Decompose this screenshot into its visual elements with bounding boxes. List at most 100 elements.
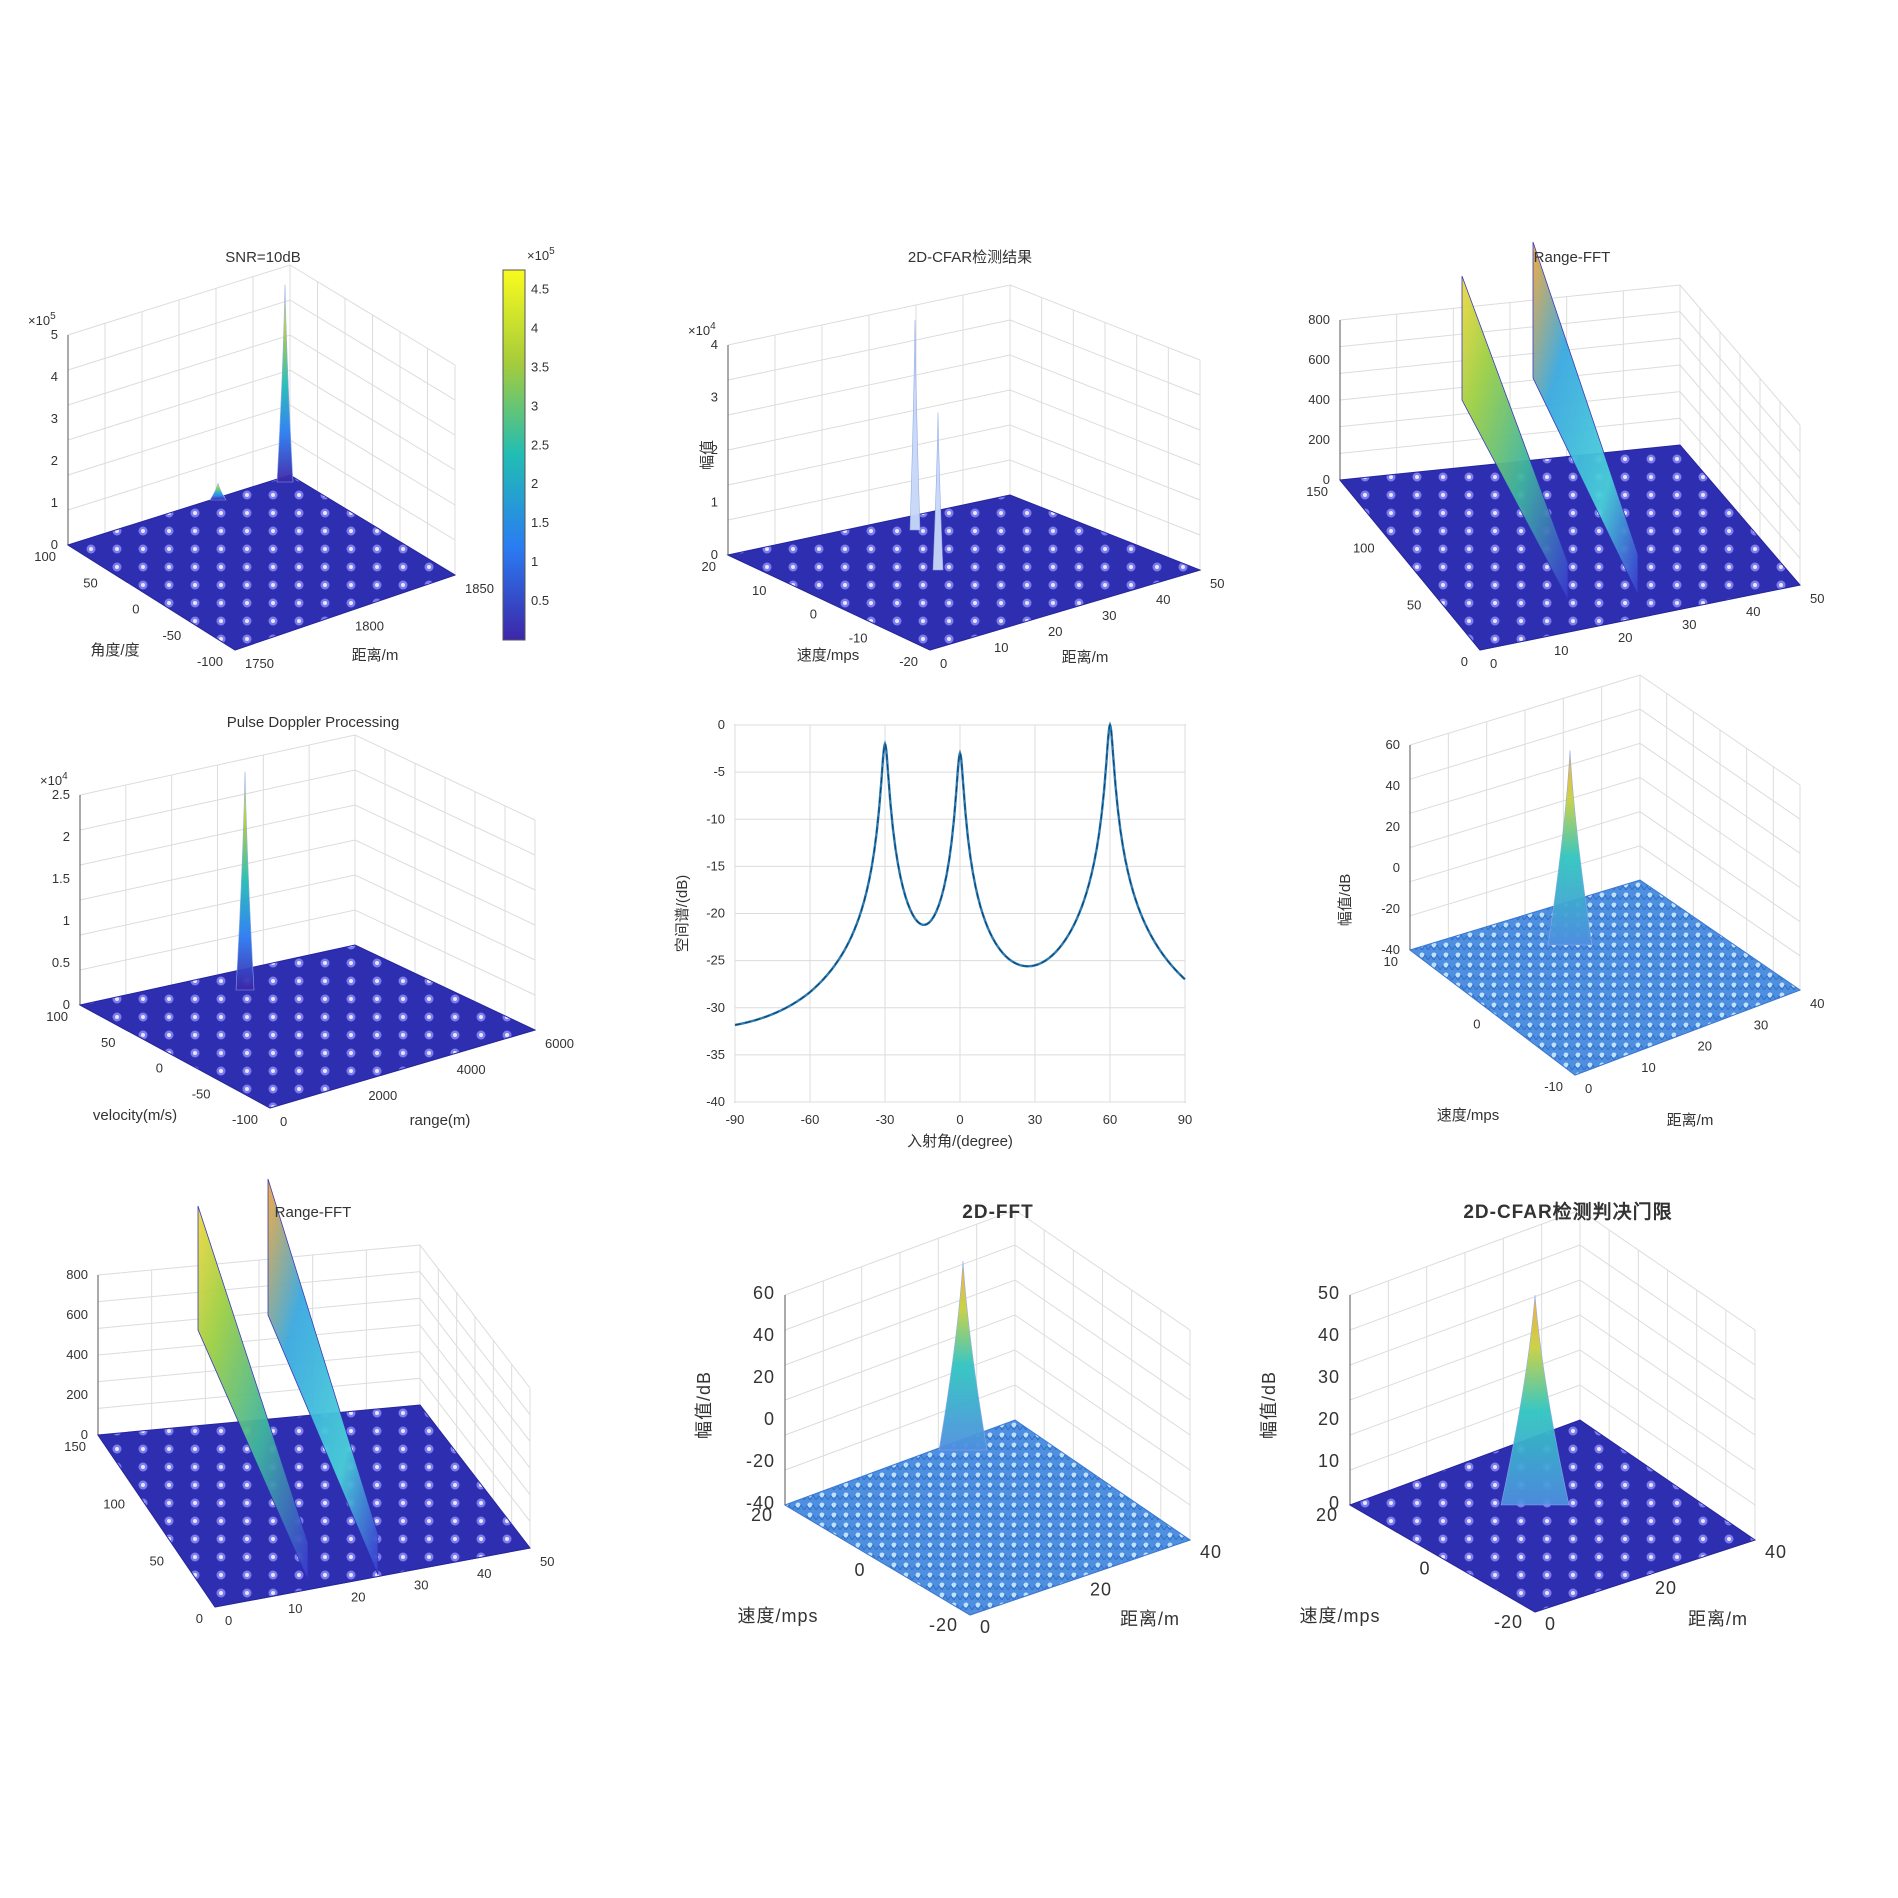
surface-floor [1408,879,1802,1076]
chart-p2: 0 1 2 3 4 20 10 0 -10 -20 0 10 20 30 40 50 2D-CFAR检测结果 ×1… [688,249,1224,671]
y-tick-label: -20 [899,654,918,669]
surface-floor [726,494,1202,651]
surface-peak [1500,1294,1570,1506]
y-tick-label: 20 [702,559,716,574]
grid-line [1409,708,1801,820]
grid-line [784,1244,1191,1366]
x-tick-label: 20 [351,1589,365,1604]
x-tick-label: 0 [980,1617,991,1637]
surface-peak [909,319,921,531]
z-tick-label: 30 [1318,1367,1340,1387]
y-tick-label: 50 [150,1554,164,1569]
y-axis-label: 角度/度 [90,642,139,659]
grid-line [79,839,536,926]
x-tick-label: 40 [1746,604,1760,619]
y-axis-label: 速度/mps [737,1606,818,1626]
x-tick-label: 0 [956,1112,963,1127]
y-tick-label: -20 [929,1615,958,1635]
y-tick-label: -50 [192,1086,211,1101]
chart-p4: 0 0.5 1 1.5 2 2.5 100 50 0 -50 -100 0 2000 4000 6000 Pu… [40,714,574,1129]
grid-line [67,369,456,471]
y-tick-label: 20 [751,1505,773,1525]
x-tick-label: 90 [1178,1112,1192,1127]
x-axis-label: 入射角/(degree) [907,1133,1013,1150]
y-tick-label: 150 [1306,484,1328,499]
y-tick-label: 150 [64,1439,86,1454]
x-tick-label: 60 [1103,1112,1117,1127]
z-tick-label: 20 [1318,1409,1340,1429]
y-tick-label: -40 [706,1094,725,1109]
grid-line [727,424,1201,501]
chart-p8: -40 -20 0 20 40 60 20 0 -20 0 20 40 2D-FFT 速度/mps 距离/m… [694,1202,1221,1637]
z-tick-label: 40 [1386,778,1400,793]
y-tick-label: -20 [706,906,725,921]
y-tick-label: 0 [1461,654,1468,669]
y-tick-label: -100 [232,1112,258,1127]
spectrum-line-dashed [734,723,1186,1026]
y-tick-label: 0 [1473,1017,1480,1032]
z-tick-label: 60 [753,1283,775,1303]
y-tick-label: 100 [34,549,56,564]
colorbar-tick-label: 4 [531,320,538,335]
surface-peak [235,771,255,991]
y-axis-label: 空间谱/(dB) [674,875,691,953]
colorbar-tick-label: 1 [531,554,538,569]
y-tick-label: -10 [1544,1079,1563,1094]
y-tick-label: 100 [1353,541,1375,556]
z-tick-label: 0 [81,1427,88,1442]
surface-peak [938,1260,988,1451]
z-tick-label: 400 [66,1347,88,1362]
x-tick-label: 20 [1618,630,1632,645]
z-tick-label: 40 [753,1325,775,1345]
chart-title: 2D-CFAR检测判决门限 [1463,1200,1672,1223]
x-tick-label: 0 [940,656,947,671]
z-tick-label: 200 [1308,432,1330,447]
surface-peak [932,412,944,571]
y-tick-label: 0 [156,1061,163,1076]
grid-line [67,334,456,436]
x-tick-label: 20 [1698,1039,1712,1054]
z-tick-label: 4 [711,337,718,352]
z-tick-label: 0 [1323,472,1330,487]
x-tick-label: 10 [994,640,1008,655]
grid-line [79,734,536,821]
grid-line [1349,1244,1756,1366]
surface-ridge [267,1178,379,1576]
chart-title: 2D-CFAR检测结果 [908,249,1032,266]
x-axis-label: 距离/m [1062,649,1109,666]
y-tick-label: 0 [196,1611,203,1626]
chart-p6: -40 -20 0 20 40 60 10 0 -10 0 10 20 30 40 速度/mps 距离/m 幅值… [1337,674,1824,1129]
x-tick-label: 20 [1655,1578,1677,1598]
z-tick-label: 0.5 [52,955,70,970]
z-tick-label: 2 [63,829,70,844]
y-tick-label: 100 [46,1009,68,1024]
colorbar-tick-label: 1.5 [531,515,549,530]
z-tick-label: -20 [746,1451,775,1471]
z-axis-label: 幅值 [699,440,716,470]
y-tick-label: -35 [706,1047,725,1062]
x-tick-label: 20 [1090,1580,1112,1600]
surface-floor [1348,1419,1757,1613]
y-tick-label: -10 [849,630,868,645]
x-tick-label: 1800 [355,619,384,634]
z-tick-label: 60 [1386,737,1400,752]
chart-title: 2D-FFT [962,1202,1033,1223]
colorbar-tick-label: 2 [531,476,538,491]
x-tick-label: -60 [801,1112,820,1127]
x-axis-label: range(m) [410,1112,471,1129]
y-axis-label: velocity(m/s) [93,1107,177,1124]
z-tick-label: 2.5 [52,787,70,802]
chart-title: Range-FFT [1534,249,1611,266]
surface-peak [1547,750,1593,946]
z-tick-label: 600 [1308,352,1330,367]
z-tick-label: 40 [1318,1325,1340,1345]
y-tick-label: 0 [132,602,139,617]
x-tick-label: 50 [1210,576,1224,591]
y-tick-label: -10 [706,811,725,826]
z-tick-label: 0 [711,547,718,562]
chart-p7: 0 200 400 600 800 150 100 50 0 0 10 20 30 40 50 Range-F… [64,1178,554,1628]
z-tick-label: 50 [1318,1283,1340,1303]
y-tick-label: 10 [1384,954,1398,969]
z-tick-label: 20 [1386,819,1400,834]
grid-line [1409,674,1801,786]
